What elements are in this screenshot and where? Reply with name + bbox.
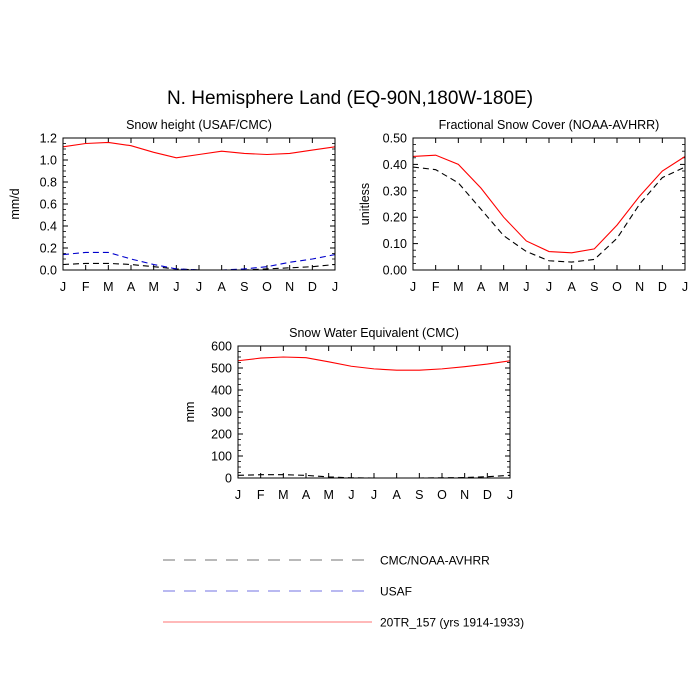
x-tick-label: O (437, 488, 447, 502)
legend-label: 20TR_157 (yrs 1914-1933) (380, 616, 524, 630)
figure-title: N. Hemisphere Land (EQ-90N,180W-180E) (167, 88, 533, 109)
y-tick-label: 0.4 (40, 220, 57, 234)
y-tick-label: 0.00 (383, 264, 407, 278)
chart-panel-3: Snow Water Equivalent (CMC) mm 0 100 200 300 4… (183, 326, 513, 502)
chart-title: Snow Water Equivalent (CMC) (289, 326, 459, 340)
x-tick-label: D (658, 280, 667, 294)
x-tick-label: A (567, 280, 576, 294)
x-tick-label: S (415, 488, 423, 502)
series-line-2 (237, 356, 511, 371)
y-tick-label: 1.0 (40, 154, 57, 168)
y-tick-label: 0.40 (383, 158, 407, 172)
y-tick-label: 100 (211, 450, 232, 464)
x-tick-label: M (453, 280, 463, 294)
y-tick-label: 200 (211, 428, 232, 442)
x-tick-label: J (523, 280, 529, 294)
chart-title: Snow height (USAF/CMC) (126, 118, 272, 132)
y-tick-label: 600 (211, 340, 232, 354)
y-tick-label: 300 (211, 406, 232, 420)
y-tick-label: 0.30 (383, 184, 407, 198)
x-tick-label: J (348, 488, 354, 502)
series-line-1 (412, 166, 686, 263)
x-tick-label: A (127, 280, 136, 294)
x-tick-label: J (410, 280, 416, 294)
legend-label: CMC/NOAA-AVHRR (380, 554, 490, 568)
x-tick-label: J (507, 488, 513, 502)
y-tick-label: 400 (211, 384, 232, 398)
y-tick-label: 0.20 (383, 211, 407, 225)
x-tick-label: J (235, 488, 241, 502)
x-tick-label: M (278, 488, 288, 502)
y-tick-label: 0.2 (40, 242, 57, 256)
plot-frame (237, 345, 511, 479)
chart-panel-2: Fractional Snow Cover (NOAA-AVHRR) unitle… (358, 118, 688, 294)
x-tick-label: A (392, 488, 401, 502)
legend-label: USAF (380, 585, 412, 599)
x-tick-label: S (240, 280, 248, 294)
x-tick-label: N (460, 488, 469, 502)
x-tick-label: N (635, 280, 644, 294)
x-tick-label: J (173, 280, 179, 294)
y-tick-label: 500 (211, 362, 232, 376)
x-tick-label: J (546, 280, 552, 294)
y-axis-label: mm (183, 402, 197, 423)
x-tick-label: J (682, 280, 688, 294)
legend-entry-1: CMC/NOAA-AVHRR (163, 554, 490, 568)
x-tick-label: A (477, 280, 486, 294)
plot-frame (412, 137, 686, 271)
legend-entry-3: 20TR_157 (yrs 1914-1933) (163, 616, 524, 630)
y-tick-label: 1.2 (40, 132, 57, 146)
legend-entry-2: USAF (163, 585, 412, 599)
x-tick-label: A (302, 488, 311, 502)
x-tick-label: A (217, 280, 226, 294)
legend: CMC/NOAA-AVHRR USAF 20TR_157 (yrs 1914-193… (163, 554, 524, 630)
x-tick-label: N (285, 280, 294, 294)
x-tick-label: M (103, 280, 113, 294)
x-tick-label: O (262, 280, 272, 294)
series-line-2 (412, 154, 686, 254)
x-tick-label: D (308, 280, 317, 294)
series-line-1 (237, 474, 511, 479)
x-tick-label: M (498, 280, 508, 294)
x-tick-label: F (432, 280, 440, 294)
x-tick-label: J (371, 488, 377, 502)
x-tick-label: J (60, 280, 66, 294)
plot-frame (62, 137, 336, 271)
x-tick-label: F (257, 488, 265, 502)
chart-panels: Snow height (USAF/CMC) mm/d 0.0 0.2 0.4 0.6 0.… (8, 118, 688, 502)
series-line-2 (62, 251, 336, 271)
x-tick-label: D (483, 488, 492, 502)
series-line-1 (62, 262, 336, 271)
x-tick-label: M (323, 488, 333, 502)
y-tick-label: 0.0 (40, 264, 57, 278)
x-tick-label: J (332, 280, 338, 294)
series-line-3 (62, 141, 336, 159)
x-tick-label: M (148, 280, 158, 294)
x-tick-label: J (196, 280, 202, 294)
x-tick-label: O (612, 280, 622, 294)
chart-title: Fractional Snow Cover (NOAA-AVHRR) (439, 118, 660, 132)
y-tick-label: 0 (225, 472, 232, 486)
y-axis-label: unitless (358, 183, 372, 225)
chart-panel-1: Snow height (USAF/CMC) mm/d 0.0 0.2 0.4 0.6 0.… (8, 118, 338, 294)
x-tick-label: F (82, 280, 90, 294)
y-tick-label: 0.50 (383, 132, 407, 146)
y-tick-label: 0.10 (383, 237, 407, 251)
y-axis-label: mm/d (8, 188, 22, 219)
y-tick-label: 0.6 (40, 198, 57, 212)
y-tick-label: 0.8 (40, 176, 57, 190)
x-tick-label: S (590, 280, 598, 294)
